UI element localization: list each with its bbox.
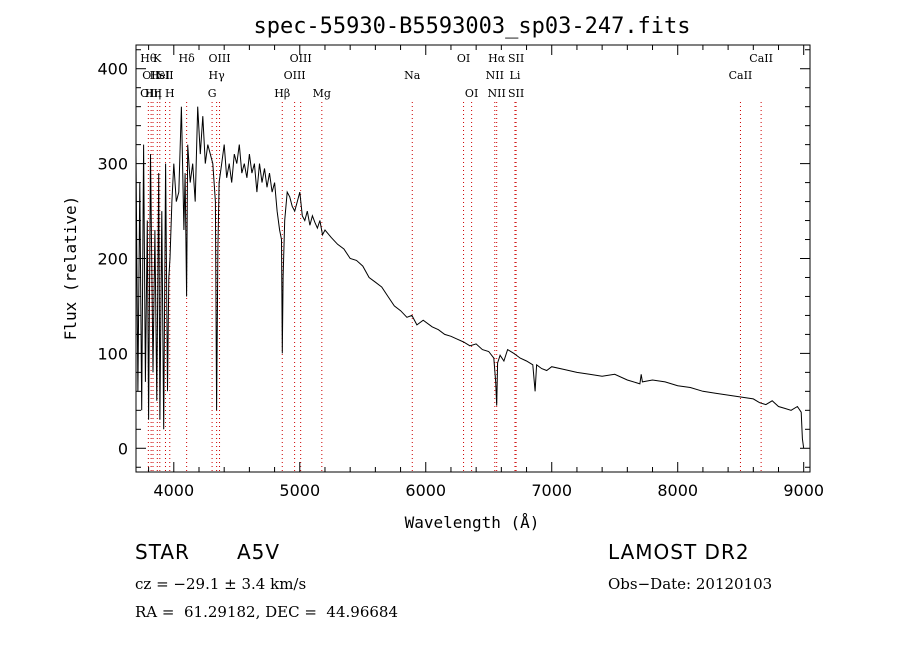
survey-name: LAMOST DR2: [608, 540, 750, 564]
line-marker-label: OI: [465, 87, 478, 100]
x-tick-label: 5000: [279, 481, 320, 500]
line-marker-label: Na: [404, 69, 421, 82]
line-marker-label: SII: [508, 87, 524, 100]
line-marker-label: CaII: [749, 52, 773, 65]
line-marker-label: K: [153, 52, 162, 65]
line-marker-label: OIII: [208, 52, 230, 65]
line-marker-label: NII: [488, 87, 506, 100]
x-tick-label: 8000: [657, 481, 698, 500]
y-tick-label: 100: [97, 344, 128, 363]
line-marker-label: Hη: [145, 87, 161, 100]
line-marker-label: OIII: [284, 69, 306, 82]
line-marker-label: SII: [508, 52, 524, 65]
line-marker-label: H: [165, 87, 175, 100]
x-tick-label: 7000: [531, 481, 572, 500]
line-marker-label: NII: [486, 69, 504, 82]
line-marker-label: SII: [157, 69, 173, 82]
line-marker-label: HeI: [150, 69, 170, 82]
x-tick-label: 4000: [153, 481, 194, 500]
observation-date: Obs−Date: 20120103: [608, 575, 773, 593]
sky-coordinates: RA = 61.29182, DEC = 44.96684: [135, 603, 399, 621]
y-tick-label: 400: [97, 60, 128, 79]
object-subclass: A5V: [237, 540, 281, 564]
y-axis-label: Flux (relative): [61, 196, 80, 341]
line-marker-label: OIII: [290, 52, 312, 65]
x-tick-label: 6000: [405, 481, 446, 500]
y-tick-label: 200: [97, 250, 128, 269]
line-marker-label: Hγ: [209, 69, 226, 82]
y-tick-label: 0: [118, 439, 128, 458]
emission-line-markers: HθOIIOIIIHηKHeISIIHHδGHγOIIIHβOIIIOIIIMg…: [140, 52, 773, 472]
chart-title: spec-55930-B5593003_sp03-247.fits: [253, 14, 690, 39]
line-marker-label: G: [208, 87, 217, 100]
plot-frame: [135, 44, 811, 473]
line-marker-label: Hβ: [274, 87, 290, 100]
line-marker-label: Li: [510, 69, 521, 82]
spectrum-series-line: [135, 106, 805, 449]
line-marker-label: Hδ: [179, 52, 196, 65]
line-marker-label: Hα: [488, 52, 506, 65]
line-marker-label: OII: [142, 69, 160, 82]
line-marker-label: OIII: [140, 87, 162, 100]
object-class: STAR: [135, 540, 190, 564]
line-marker-label: OI: [457, 52, 470, 65]
x-axis-label: Wavelength (Å): [405, 513, 540, 532]
axes: 4000 5000 6000 7000 8000 9000 0 100 200 300 400: [97, 45, 824, 500]
x-tick-label: 9000: [783, 481, 824, 500]
line-marker-label: Hθ: [140, 52, 157, 65]
redshift-velocity: cz = −29.1 ± 3.4 km/s: [135, 575, 307, 593]
line-marker-label: CaII: [729, 69, 753, 82]
line-marker-label: Mg: [313, 87, 331, 100]
y-tick-label: 300: [97, 155, 128, 174]
